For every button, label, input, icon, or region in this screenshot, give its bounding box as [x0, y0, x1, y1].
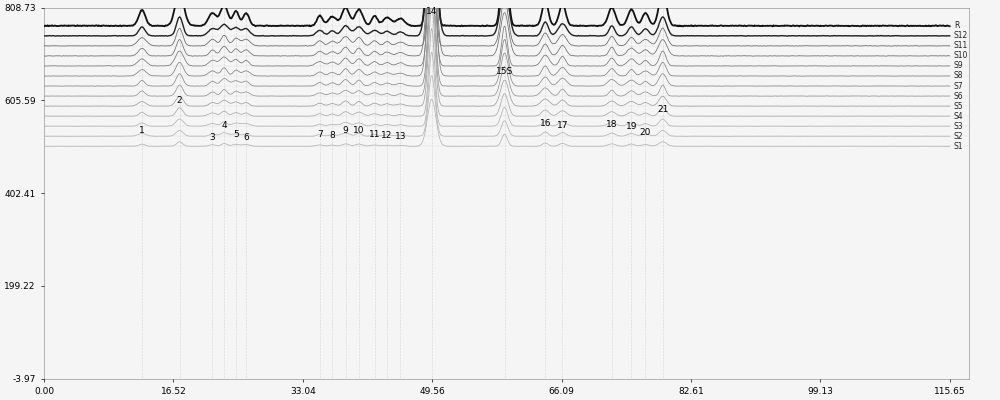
Text: S4: S4 — [954, 112, 964, 121]
Text: S9: S9 — [954, 62, 964, 70]
Text: 19: 19 — [626, 122, 637, 131]
Text: 10: 10 — [353, 126, 365, 135]
Text: S2: S2 — [954, 132, 963, 141]
Text: 7: 7 — [317, 130, 323, 140]
Text: S5: S5 — [954, 102, 964, 111]
Text: 21: 21 — [657, 105, 668, 114]
Text: 3: 3 — [210, 133, 215, 142]
Text: 18: 18 — [606, 120, 618, 129]
Text: 1: 1 — [139, 126, 145, 135]
Text: S6: S6 — [954, 92, 964, 100]
Text: 12: 12 — [381, 131, 393, 140]
Text: S8: S8 — [954, 72, 963, 80]
Text: 15S: 15S — [496, 66, 513, 76]
Text: 9: 9 — [343, 126, 348, 135]
Text: S3: S3 — [954, 122, 964, 131]
Text: S10: S10 — [954, 52, 968, 60]
Text: 17: 17 — [557, 121, 568, 130]
Text: 2: 2 — [177, 96, 182, 105]
Text: S11: S11 — [954, 41, 968, 50]
Text: S7: S7 — [954, 82, 964, 90]
Text: S12: S12 — [954, 31, 968, 40]
Text: 16: 16 — [540, 119, 551, 128]
Text: S1: S1 — [954, 142, 963, 151]
Text: 4: 4 — [221, 121, 227, 130]
Text: 11: 11 — [369, 130, 380, 140]
Text: 6: 6 — [243, 133, 249, 142]
Text: 5: 5 — [233, 130, 239, 140]
Text: 14: 14 — [426, 7, 437, 16]
Text: 20: 20 — [640, 128, 651, 137]
Text: 8: 8 — [329, 131, 335, 140]
Text: R: R — [954, 21, 959, 30]
Text: 13: 13 — [395, 132, 406, 141]
